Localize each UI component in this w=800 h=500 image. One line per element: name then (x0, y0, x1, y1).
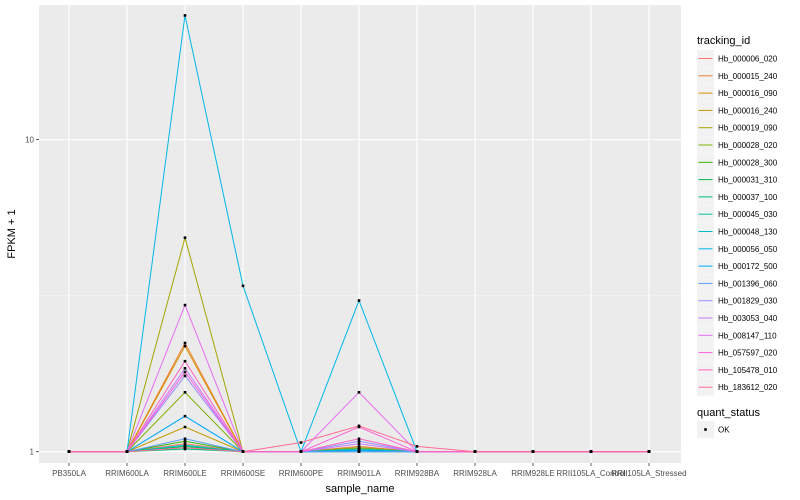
data-point (183, 367, 187, 370)
data-point (357, 439, 361, 443)
x-tick-label: RRIM928BA (395, 469, 440, 478)
y-tick-label: 1 (30, 448, 35, 457)
data-point (241, 284, 245, 288)
data-point (183, 439, 187, 443)
legend-title: tracking_id (697, 35, 750, 47)
x-tick-label: RRIM928LE (511, 469, 555, 478)
data-point (183, 370, 187, 374)
legend2-title: quant_status (697, 407, 760, 419)
legend-label: Hb_000015_240 (718, 72, 778, 81)
legend-label: Hb_008147_110 (718, 331, 777, 340)
data-point (183, 359, 187, 363)
legend-label: Hb_001396_060 (718, 279, 778, 288)
data-point (357, 442, 361, 446)
legend-label: Hb_105478_010 (718, 366, 778, 375)
data-point (183, 374, 187, 378)
data-point (415, 450, 419, 453)
x-axis: PB350LA RRIM600LA RRIM600LE RRIM600SE RRIM60… (52, 463, 687, 478)
legend-label: Hb_057597_020 (718, 349, 778, 358)
x-tick-label: RRII105LA_Control (556, 469, 626, 478)
data-point (299, 441, 303, 444)
legend-tracking-id: tracking_id Hb_000006_020 Hb_000015_240 Hb… (697, 35, 778, 396)
data-point (183, 447, 187, 451)
data-point (531, 450, 535, 453)
x-tick-label: RRIM600PE (279, 469, 323, 478)
data-point (357, 450, 361, 453)
data-point (183, 236, 187, 239)
legend-label: Hb_000028_300 (718, 158, 778, 167)
x-tick-label: RRII105LA_Stressed (611, 469, 686, 478)
x-tick-label: RRIM901LA (337, 469, 381, 478)
data-point (415, 445, 419, 448)
legend-label: Hb_000172_500 (718, 262, 778, 271)
data-point (183, 443, 187, 447)
data-point (183, 303, 187, 307)
x-tick-label: RRIM600LE (163, 469, 207, 478)
data-point (357, 446, 361, 449)
data-point (589, 450, 593, 453)
data-points (67, 14, 651, 453)
plot-panel (39, 5, 681, 463)
data-point (183, 414, 187, 418)
legend-label: Hb_003053_040 (718, 314, 778, 323)
data-point (357, 447, 361, 451)
legend-quant-status: quant_status OK (697, 407, 760, 438)
y-axis: 1 10 (25, 136, 39, 457)
data-point (357, 437, 361, 441)
data-point (183, 437, 187, 441)
legend2-key-point (704, 428, 707, 431)
grid (39, 5, 681, 463)
legend-label: Hb_000031_310 (718, 176, 778, 185)
x-axis-title: sample_name (325, 483, 394, 495)
data-point (67, 450, 71, 453)
data-point (125, 450, 129, 453)
legend-label: Hb_000019_090 (718, 124, 778, 133)
data-point (183, 446, 187, 449)
x-tick-label: RRIM600SE (221, 469, 265, 478)
legend-label: Hb_001829_030 (718, 297, 778, 306)
legend2-label: OK (718, 426, 730, 435)
data-point (183, 391, 187, 394)
legend-label: Hb_000006_020 (718, 55, 778, 64)
data-point (183, 14, 187, 17)
legend-label: Hb_183612_020 (718, 383, 778, 392)
data-point (241, 450, 245, 453)
legend-label: Hb_000037_100 (718, 193, 778, 202)
data-point (357, 299, 361, 302)
legend-label: Hb_000056_050 (718, 245, 778, 254)
data-point (357, 449, 361, 452)
data-point (183, 425, 187, 429)
data-point (183, 344, 187, 348)
legend-label: Hb_000048_130 (718, 228, 778, 237)
legend-label: Hb_000028_020 (718, 141, 778, 150)
data-point (647, 450, 651, 453)
y-axis-title: FPKM + 1 (6, 209, 18, 258)
x-tick-label: RRIM928LA (453, 469, 497, 478)
data-point (357, 424, 361, 428)
x-tick-label: RRIM600LA (105, 469, 149, 478)
legend-label: Hb_000016_090 (718, 89, 778, 98)
x-tick-label: PB350LA (52, 469, 86, 478)
data-point (183, 341, 187, 345)
data-point (357, 445, 361, 448)
data-point (299, 450, 303, 453)
data-point (473, 450, 477, 453)
data-point (357, 391, 361, 394)
legend-label: Hb_000016_240 (718, 106, 778, 115)
legend-label: Hb_000045_030 (718, 210, 778, 219)
y-tick-label: 10 (25, 136, 34, 145)
